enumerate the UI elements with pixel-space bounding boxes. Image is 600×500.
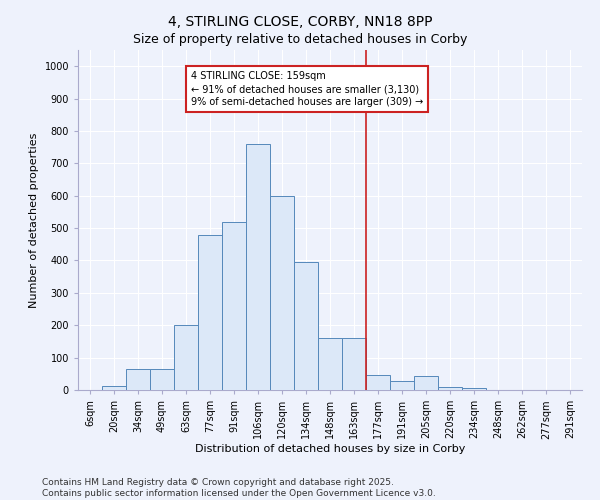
Bar — [126, 369, 150, 390]
Bar — [390, 382, 414, 390]
Text: Contains HM Land Registry data © Crown copyright and database right 2025.
Contai: Contains HM Land Registry data © Crown c… — [42, 478, 436, 498]
Bar — [102, 386, 126, 390]
Bar — [438, 387, 462, 390]
Text: Size of property relative to detached houses in Corby: Size of property relative to detached ho… — [133, 32, 467, 46]
Bar — [366, 376, 390, 390]
X-axis label: Distribution of detached houses by size in Corby: Distribution of detached houses by size … — [195, 444, 465, 454]
Bar — [150, 369, 174, 390]
Bar — [174, 325, 198, 390]
Bar — [342, 338, 366, 390]
Bar — [198, 234, 222, 390]
Bar — [414, 376, 438, 390]
Bar — [462, 388, 486, 390]
Bar — [318, 338, 342, 390]
Text: 4, STIRLING CLOSE, CORBY, NN18 8PP: 4, STIRLING CLOSE, CORBY, NN18 8PP — [168, 15, 432, 29]
Bar — [222, 222, 246, 390]
Bar — [270, 196, 294, 390]
Bar — [294, 262, 318, 390]
Y-axis label: Number of detached properties: Number of detached properties — [29, 132, 39, 308]
Bar — [246, 144, 270, 390]
Text: 4 STIRLING CLOSE: 159sqm
← 91% of detached houses are smaller (3,130)
9% of semi: 4 STIRLING CLOSE: 159sqm ← 91% of detach… — [191, 71, 423, 108]
